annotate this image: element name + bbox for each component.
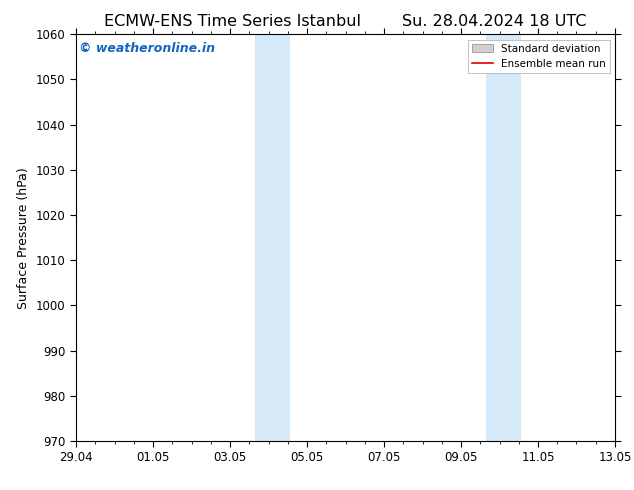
Bar [486, 34, 503, 441]
Legend: Standard deviation, Ensemble mean run: Standard deviation, Ensemble mean run [467, 40, 610, 73]
Bar [503, 34, 521, 441]
Text: © weatheronline.in: © weatheronline.in [79, 43, 215, 55]
Y-axis label: Surface Pressure (hPa): Surface Pressure (hPa) [17, 167, 30, 309]
Title: ECMW-ENS Time Series Istanbul        Su. 28.04.2024 18 UTC: ECMW-ENS Time Series Istanbul Su. 28.04.… [104, 14, 587, 29]
Bar [273, 34, 290, 441]
Bar [255, 34, 273, 441]
